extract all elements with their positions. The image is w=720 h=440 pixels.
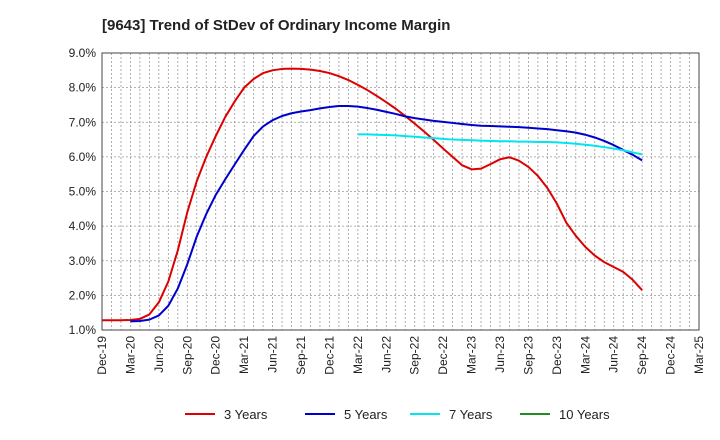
y-tick-label: 6.0%: [69, 150, 97, 164]
y-tick-label: 7.0%: [69, 115, 97, 129]
x-tick-label: Sep-23: [521, 336, 535, 375]
plot-frame: [101, 52, 700, 331]
chart-title: [9643] Trend of StDev of Ordinary Income…: [102, 17, 450, 34]
series-line-3-years: [102, 67, 643, 322]
y-tick-label: 3.0%: [69, 254, 97, 268]
x-tick-label: Dec-24: [664, 336, 678, 375]
legend: 3 Years 5 Years 7 Years 10 Years: [185, 407, 610, 422]
series-lines: [102, 67, 643, 323]
x-tick-label: Dec-21: [322, 336, 336, 375]
x-tick-label: Jun-20: [152, 336, 166, 373]
x-tick-label: Sep-24: [635, 336, 649, 375]
series-line-5-years: [130, 104, 643, 323]
y-tick-label: 8.0%: [69, 81, 97, 95]
x-tick-label: Sep-21: [294, 336, 308, 375]
legend-label: 10 Years: [559, 407, 610, 422]
y-tick-label: 1.0%: [69, 323, 97, 337]
x-tick-label: Sep-20: [180, 336, 194, 375]
legend-label: 3 Years: [224, 407, 268, 422]
x-tick-label: Mar-24: [578, 336, 592, 374]
x-tick-label: Jun-21: [266, 336, 280, 373]
x-tick-label: Jun-24: [607, 336, 621, 373]
x-tick-label: Mar-20: [123, 336, 137, 374]
y-axis-ticks: 1.0% 2.0% 3.0% 4.0% 5.0% 6.0% 7.0% 8.0% 9.0%: [69, 46, 97, 337]
x-tick-label: Sep-22: [408, 336, 422, 375]
y-tick-label: 4.0%: [69, 219, 97, 233]
x-tick-label: Mar-22: [351, 336, 365, 374]
legend-label: 5 Years: [344, 407, 388, 422]
x-tick-label: Jun-23: [493, 336, 507, 373]
x-tick-label: Dec-23: [550, 336, 564, 375]
x-tick-label: Jun-22: [379, 336, 393, 373]
legend-label: 7 Years: [449, 407, 493, 422]
x-tick-label: Mar-23: [465, 336, 479, 374]
x-axis-ticks: Dec-19 Mar-20 Jun-20 Sep-20 Dec-20 Mar-21 Jun-…: [95, 336, 706, 375]
series-line-7-years: [357, 133, 643, 156]
x-tick-label: Mar-25: [692, 336, 706, 374]
x-tick-label: Dec-22: [436, 336, 450, 375]
y-tick-label: 5.0%: [69, 185, 97, 199]
x-tick-label: Dec-20: [209, 336, 223, 375]
y-tick-label: 9.0%: [69, 46, 97, 60]
x-tick-label: Dec-19: [95, 336, 109, 375]
y-tick-label: 2.0%: [69, 288, 97, 302]
x-tick-label: Mar-21: [237, 336, 251, 374]
